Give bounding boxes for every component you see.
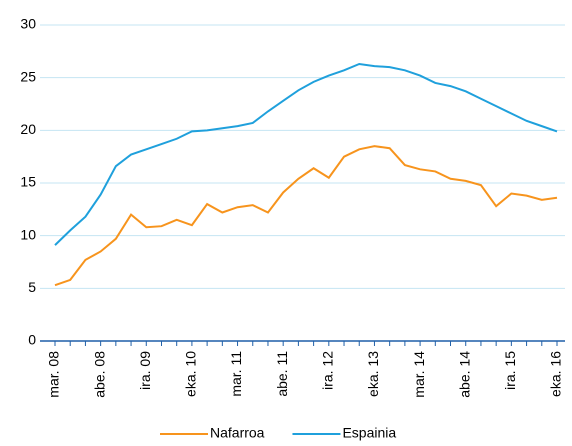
y-tick-label: 0 xyxy=(28,332,36,348)
y-tick-label: 20 xyxy=(20,121,36,137)
x-tick-label: abe. 08 xyxy=(91,351,107,398)
x-tick-label: ira. 15 xyxy=(502,351,518,390)
x-tick-label: eka. 13 xyxy=(365,351,381,397)
line xyxy=(54,145,558,287)
legend-label: Espainia xyxy=(342,425,396,441)
x-tick-label: abe. 11 xyxy=(274,351,290,397)
x-tick-label: eka. 16 xyxy=(548,351,564,397)
y-tick-label: 15 xyxy=(20,174,36,190)
x-tick-label: ira. 09 xyxy=(137,351,153,390)
x-tick-label: mar. 08 xyxy=(46,351,62,398)
x-tick-label: mar. 14 xyxy=(411,351,427,398)
y-tick-label: 30 xyxy=(20,16,36,32)
x-tick-label: eka. 10 xyxy=(183,351,199,397)
x-tick-label: ira. 12 xyxy=(320,351,336,390)
x-tick-label: abe. 14 xyxy=(456,351,472,398)
y-tick-label: 10 xyxy=(20,226,36,242)
legend-label: Nafarroa xyxy=(210,425,265,441)
x-tick-label: mar. 11 xyxy=(228,351,244,397)
y-tick-label: 5 xyxy=(28,279,36,295)
line xyxy=(54,62,558,246)
y-tick-label: 25 xyxy=(20,68,36,84)
